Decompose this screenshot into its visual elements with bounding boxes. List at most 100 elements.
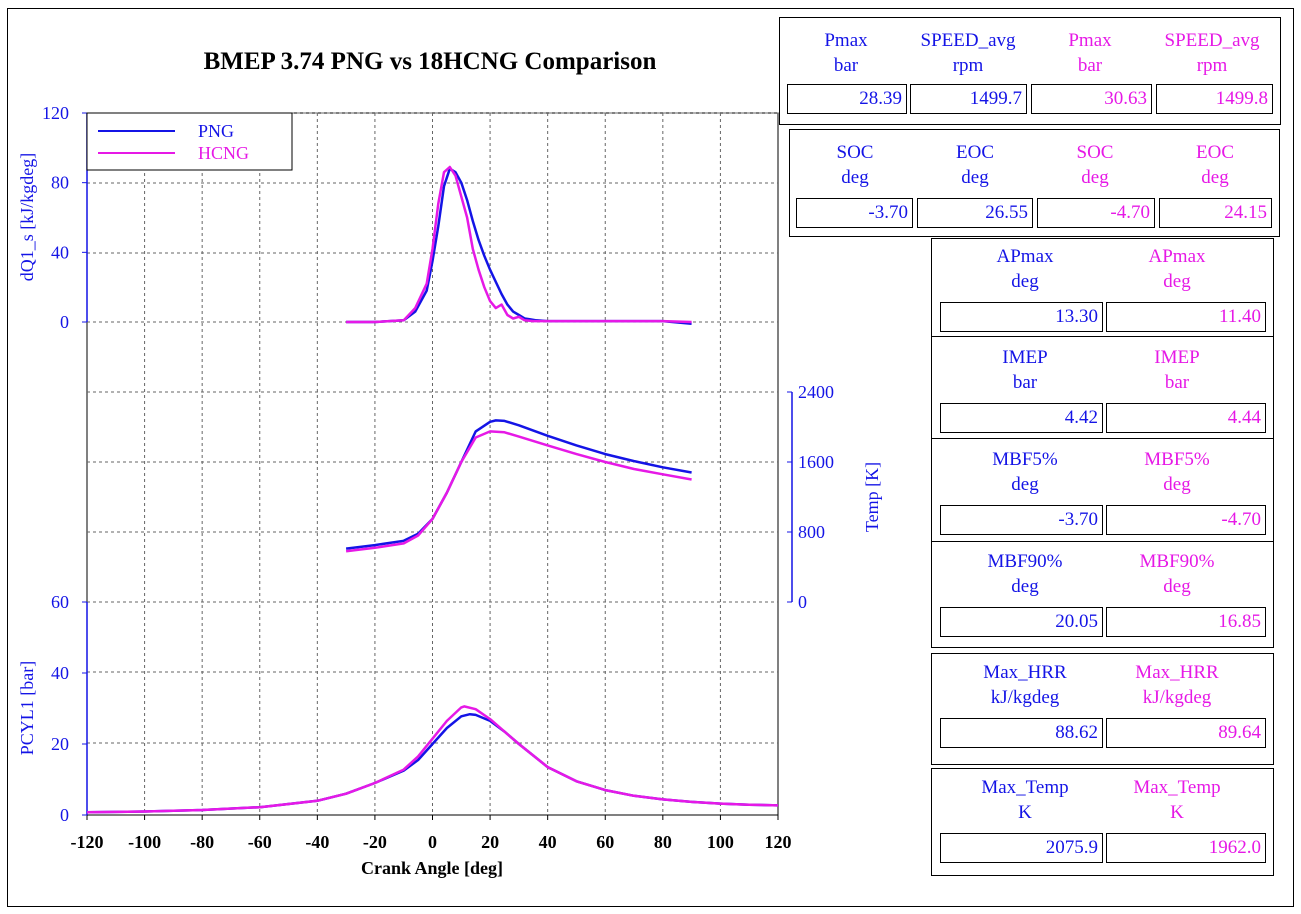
x-tick-label: 80	[654, 832, 672, 852]
header-name: MBF5%	[1144, 449, 1210, 470]
value-cell: -3.70	[940, 505, 1103, 535]
series-line-png	[345, 419, 692, 550]
y-tick-label: 60	[51, 592, 69, 612]
header-unit: K	[1018, 802, 1032, 823]
header-name: EOC	[1196, 142, 1234, 163]
value-cell: 1499.8	[1156, 84, 1273, 114]
value-cell: 11.40	[1106, 302, 1266, 332]
legend-box	[86, 112, 293, 171]
legend-label-hcng: HCNG	[198, 143, 249, 163]
table-group-pmax-speed	[779, 17, 1281, 125]
header-name: MBF90%	[987, 551, 1063, 572]
x-tick-label: -80	[190, 832, 214, 852]
table-header: Max_HRR kJ/kgdeg	[1102, 660, 1252, 710]
header-unit: rpm	[1196, 55, 1228, 76]
header-unit: deg	[961, 167, 989, 188]
table-divider	[931, 541, 1274, 542]
value-cell: 16.85	[1106, 607, 1266, 637]
value-cell: 20.05	[940, 607, 1103, 637]
header-name: APmax	[1148, 246, 1206, 267]
x-tick-label: 40	[539, 832, 557, 852]
header-name: SOC	[1076, 142, 1114, 163]
value-cell: 2075.9	[940, 833, 1103, 863]
value-cell: -4.70	[1106, 505, 1266, 535]
header-unit: bar	[1077, 55, 1103, 76]
series-line-png	[346, 167, 692, 325]
y-tick-label: 2400	[798, 382, 834, 402]
header-name: APmax	[996, 246, 1054, 267]
header-unit: deg	[1011, 271, 1039, 292]
header-unit: bar	[1012, 372, 1038, 393]
y-tick-label: 800	[798, 522, 825, 542]
x-axis-label: Crank Angle [deg]	[361, 858, 503, 878]
header-unit: deg	[1011, 576, 1039, 597]
header-unit: kJ/kgdeg	[1142, 687, 1212, 708]
table-header: Max_Temp K	[1102, 775, 1252, 825]
value-cell: 88.62	[940, 718, 1103, 748]
value-cell: 30.63	[1031, 84, 1152, 114]
value-cell: 13.30	[940, 302, 1103, 332]
header-name: Pmax	[824, 30, 868, 51]
series-line-hcng	[345, 430, 692, 553]
x-tick-label: 100	[707, 832, 734, 852]
x-tick-label: 20	[481, 832, 499, 852]
table-header: IMEP bar	[1102, 345, 1252, 395]
figure-frame	[7, 8, 1294, 907]
value-cell: 1499.7	[910, 84, 1027, 114]
chart-title: BMEP 3.74 PNG vs 18HCNG Comparison	[203, 48, 657, 75]
header-name: Pmax	[1068, 30, 1112, 51]
value-cell: -4.70	[1037, 198, 1155, 228]
y-axis-label: dQ1_s [kJ/kgdeg]	[17, 153, 37, 282]
header-name: Max_Temp	[1133, 777, 1221, 798]
value-cell: 4.42	[940, 403, 1103, 433]
header-unit: deg	[1011, 474, 1039, 495]
value-cell: 24.15	[1159, 198, 1272, 228]
y-axis-label: Temp [K]	[862, 462, 882, 532]
value-cell: 1962.0	[1106, 833, 1266, 863]
header-unit: rpm	[952, 55, 984, 76]
legend-label-png: PNG	[198, 121, 234, 141]
table-header: Pmax bar	[1030, 28, 1150, 78]
y-tick-label: 80	[51, 173, 69, 193]
table-header: SOC deg	[1035, 140, 1155, 190]
header-name: Max_Temp	[981, 777, 1069, 798]
table-header: MBF90% deg	[1102, 549, 1252, 599]
header-unit: deg	[1163, 576, 1191, 597]
header-name: SPEED_avg	[920, 30, 1016, 51]
y-axis-label: PCYL1 [bar]	[17, 661, 37, 755]
header-unit: bar	[833, 55, 859, 76]
series-line-hcng	[86, 705, 779, 814]
y-tick-label: 20	[51, 734, 69, 754]
y-tick-label: 120	[42, 103, 69, 123]
table-header: SOC deg	[795, 140, 915, 190]
table-header: EOC deg	[915, 140, 1035, 190]
table-header: APmax deg	[1102, 244, 1252, 294]
header-unit: deg	[1081, 167, 1109, 188]
value-cell: 28.39	[787, 84, 907, 114]
header-unit: deg	[1163, 474, 1191, 495]
x-tick-label: 0	[428, 832, 437, 852]
y-tick-label: 40	[51, 242, 69, 262]
header-name: SPEED_avg	[1164, 30, 1260, 51]
header-unit: bar	[1164, 372, 1190, 393]
header-name: MBF5%	[992, 449, 1058, 470]
y-tick-label: 0	[60, 312, 69, 332]
value-cell: 26.55	[917, 198, 1033, 228]
y-tick-label: 40	[51, 663, 69, 683]
x-tick-label: -60	[248, 832, 272, 852]
x-tick-label: 120	[765, 832, 792, 852]
series-line-hcng	[346, 165, 692, 324]
table-header: Max_HRR kJ/kgdeg	[950, 660, 1100, 710]
header-name: IMEP	[1002, 347, 1048, 368]
header-name: IMEP	[1154, 347, 1200, 368]
x-tick-label: -20	[363, 832, 387, 852]
x-tick-label: -120	[71, 832, 104, 852]
table-header: MBF5% deg	[1102, 447, 1252, 497]
header-unit: deg	[1201, 167, 1229, 188]
table-header: EOC deg	[1155, 140, 1275, 190]
table-header: Pmax bar	[786, 28, 906, 78]
y-tick-label: 0	[60, 805, 69, 825]
header-name: Max_HRR	[1135, 662, 1219, 683]
